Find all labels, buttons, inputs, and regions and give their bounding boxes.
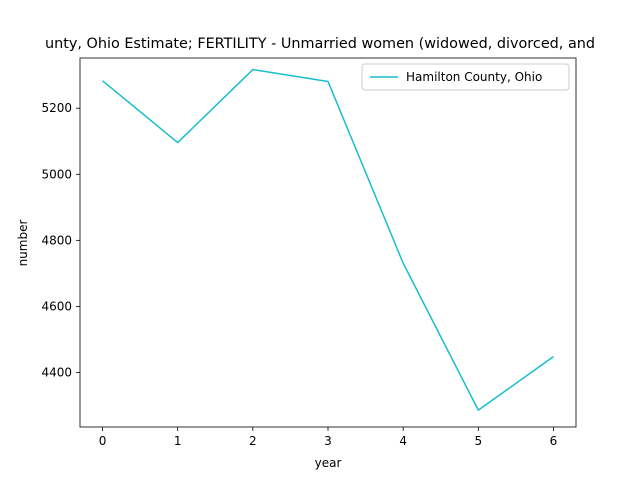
y-tick-label: 4600	[41, 299, 72, 313]
chart-title: unty, Ohio Estimate; FERTILITY - Unmarri…	[45, 36, 595, 52]
x-tick-label: 2	[249, 434, 257, 448]
x-tick-label: 5	[474, 434, 482, 448]
x-axis: 0 1 2 3 4 5 6	[99, 427, 558, 448]
series-line	[102, 68, 554, 411]
x-tick-label: 0	[99, 434, 107, 448]
plot-area	[79, 57, 577, 428]
x-axis-label: year	[315, 456, 342, 470]
plot-frame	[79, 57, 577, 428]
y-tick-label: 5200	[41, 101, 72, 115]
legend-box	[361, 63, 570, 91]
y-axis-label: number	[16, 220, 30, 267]
y-axis: 4400 4600 4800 5000 5200	[41, 101, 80, 379]
x-tick-label: 6	[550, 434, 558, 448]
x-tick-label: 1	[174, 434, 182, 448]
legend: Hamilton County, Ohio	[361, 63, 570, 91]
x-tick-label: 4	[399, 434, 407, 448]
y-tick-label: 5000	[41, 167, 72, 181]
x-tick-label: 3	[324, 434, 332, 448]
y-tick-label: 4400	[41, 365, 72, 379]
y-tick-label: 4800	[41, 233, 72, 247]
legend-label: Hamilton County, Ohio	[406, 70, 542, 84]
